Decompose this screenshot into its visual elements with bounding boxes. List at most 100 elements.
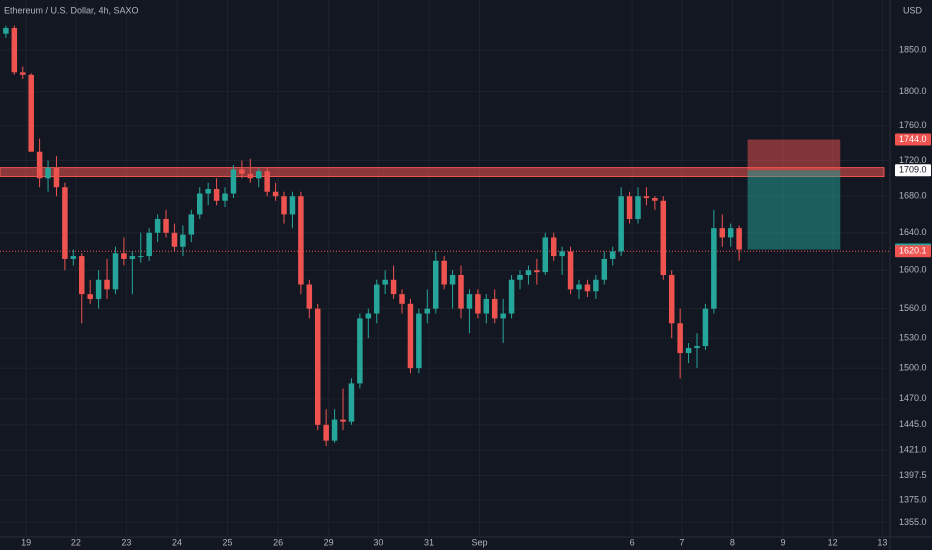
candle-body (247, 173, 254, 179)
candle-body (534, 270, 540, 273)
candle-body (508, 279, 515, 314)
price-label-box (895, 245, 931, 258)
x-tick-label: 31 (424, 537, 434, 547)
candle-body (95, 279, 102, 299)
candle-body (348, 383, 355, 422)
x-tick-label: 7 (679, 537, 684, 547)
x-tick-label: 6 (630, 537, 635, 547)
y-tick-label: 1500.0 (899, 363, 927, 373)
target-zone (747, 170, 841, 250)
candle-body (719, 228, 726, 238)
candle-body (104, 279, 110, 290)
candle-body (483, 298, 490, 314)
candle-body (618, 196, 624, 252)
x-tick-label: 13 (877, 537, 887, 547)
y-tick-label: 1850.0 (899, 44, 927, 54)
candle-body (399, 294, 405, 304)
candle-body (365, 313, 372, 319)
candle-body (601, 258, 608, 280)
y-tick-label: 1800.0 (899, 86, 927, 96)
y-tick-label: 1421.0 (899, 445, 927, 455)
chart-title: Ethereum / U.S. Dollar, 4h, SAXO (4, 5, 139, 15)
stop-zone (747, 139, 841, 171)
candle-body (188, 214, 195, 235)
candle-body (407, 303, 414, 369)
candle-body (424, 308, 431, 314)
currency-label: USD (903, 5, 923, 15)
candle-body (542, 237, 549, 273)
candle-body (154, 218, 161, 233)
candle-body (441, 260, 447, 285)
candle-body (171, 232, 178, 247)
x-tick-label: 26 (273, 537, 283, 547)
candle-body (550, 237, 557, 257)
y-tick-label: 1397.5 (899, 470, 927, 480)
candle-body (36, 151, 43, 179)
candle-body (53, 167, 60, 188)
x-tick-label: 30 (373, 537, 383, 547)
y-tick-label: 1470.0 (899, 393, 927, 403)
candle-body (702, 308, 709, 347)
candle-body (264, 171, 270, 192)
y-tick-label: 1640.0 (899, 227, 927, 237)
price-label-box (895, 164, 931, 177)
y-tick-label: 1445.0 (899, 419, 927, 429)
candle-body (593, 279, 599, 292)
candle-body (576, 284, 582, 290)
candle-body (668, 274, 675, 324)
candle-body (517, 274, 523, 280)
candle-body (70, 256, 77, 259)
candle-body (331, 419, 338, 441)
candle-body (390, 279, 397, 295)
candle-body (643, 196, 650, 199)
candle-body (205, 189, 211, 194)
candle-body (137, 256, 144, 258)
candle-body (677, 323, 683, 354)
candle-body (298, 196, 304, 285)
candle-body (491, 298, 498, 319)
y-tick-label: 1355.0 (899, 517, 927, 527)
x-tick-label: Sep (472, 537, 488, 547)
candle-body (3, 28, 9, 34)
x-tick-label: 12 (828, 537, 838, 547)
candle-body (239, 169, 245, 174)
candle-body (87, 294, 93, 299)
candle-body (11, 28, 18, 73)
candle-body (28, 74, 34, 152)
candle-body (635, 196, 641, 219)
candle-body (660, 200, 667, 275)
price-label: 1709.0 (899, 165, 927, 175)
price-label: 1620.1 (899, 246, 927, 256)
candle-body (584, 284, 591, 292)
x-tick-label: 24 (172, 537, 182, 547)
candle-body (112, 253, 119, 290)
candle-body (222, 193, 228, 201)
candle-body (129, 256, 136, 259)
candle-body (685, 348, 692, 354)
candle-body (567, 251, 574, 290)
candle-body (382, 279, 388, 285)
candle-body (458, 274, 464, 309)
candle-body (626, 196, 633, 219)
price-label: 1744.0 (899, 134, 927, 144)
candle-body (727, 228, 734, 238)
x-tick-label: 8 (730, 537, 735, 547)
x-tick-label: 23 (121, 537, 131, 547)
x-tick-label: 9 (780, 537, 785, 547)
candle-body (525, 270, 532, 275)
y-tick-label: 1600.0 (899, 265, 927, 275)
candle-body (357, 318, 363, 384)
candle-body (466, 294, 473, 309)
candle-body (289, 196, 296, 215)
candle-body (340, 419, 346, 422)
candle-body (213, 189, 220, 201)
x-tick-label: 19 (21, 537, 31, 547)
candle-body (559, 251, 565, 257)
candle-body (652, 198, 658, 201)
candle-body (180, 234, 186, 247)
candle-body (416, 313, 422, 369)
y-tick-label: 1530.0 (899, 332, 927, 342)
candle-body (694, 346, 700, 349)
